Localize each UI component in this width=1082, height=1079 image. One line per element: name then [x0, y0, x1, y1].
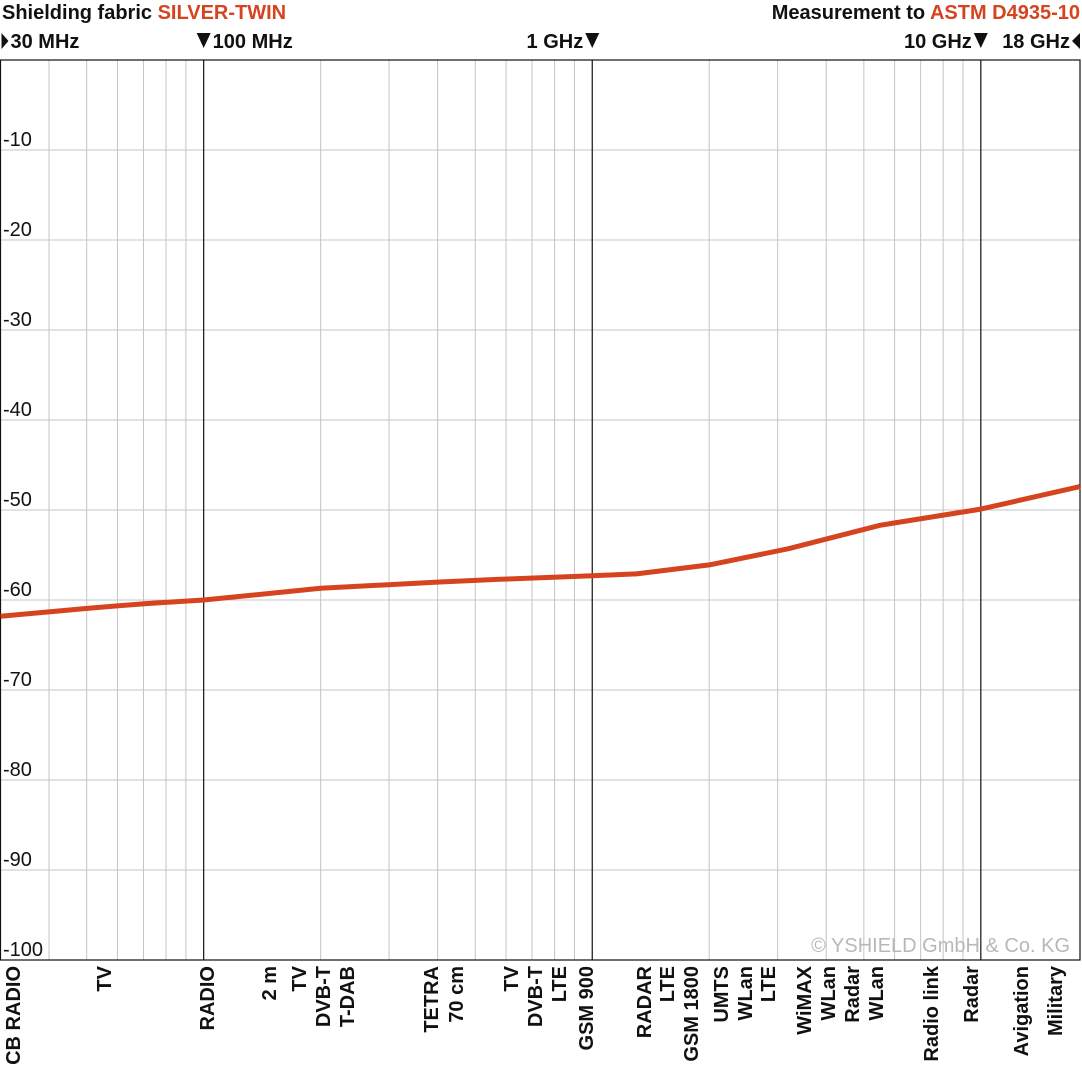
band-label: 2 m [259, 966, 281, 1000]
band-label: GSM 900 [576, 966, 598, 1050]
band-label: LTE [549, 966, 571, 1002]
y-tick-label: -40 [3, 399, 32, 421]
data-line [0, 484, 1081, 619]
band-label: 70 cm [446, 966, 468, 1023]
y-tick-label: -20 [3, 219, 32, 241]
y-tick-label: -60 [3, 579, 32, 601]
band-label: TETRA [421, 966, 443, 1033]
band-label: RADAR [634, 965, 656, 1038]
band-label: DVB-T [313, 966, 335, 1027]
band-label: DVB-T [525, 966, 547, 1027]
band-label: TV [289, 965, 311, 991]
y-tick-label: -100 [3, 939, 43, 961]
y-tick-label: -70 [3, 669, 32, 691]
band-label: TV [94, 965, 116, 991]
plot-frame [0, 59, 1081, 961]
y-tick-label: -90 [3, 849, 32, 871]
band-label: Avigation [1011, 966, 1033, 1056]
band-label: Military [1045, 965, 1067, 1036]
band-label: Radar [842, 966, 864, 1023]
band-label: WiMAX [794, 965, 816, 1034]
y-tick-label: -10 [3, 129, 32, 151]
y-tick-label: -50 [3, 489, 32, 511]
x-tick-marker [585, 33, 600, 48]
band-label: WLan [866, 966, 888, 1020]
band-label: CB RADIO [3, 966, 25, 1065]
x-tick-label: 10 GHz [904, 31, 972, 53]
title-prefix: Shielding fabric [2, 2, 152, 24]
x-tick-marker [973, 33, 988, 48]
band-label: Radio link [921, 965, 943, 1061]
x-tick-label: 30 MHz [11, 31, 80, 53]
x-tick-marker [1072, 33, 1080, 49]
y-tick-label: -80 [3, 759, 32, 781]
band-label: GSM 1800 [681, 966, 703, 1062]
standard-prefix: Measurement to [772, 2, 925, 24]
x-tick-marker [1, 33, 9, 49]
band-label: UMTS [711, 966, 733, 1023]
x-tick-marker [196, 33, 211, 48]
y-tick-label: -30 [3, 309, 32, 331]
band-label: LTE [657, 966, 679, 1002]
band-label: Radar [961, 966, 983, 1023]
x-tick-label: 1 GHz [527, 31, 584, 53]
band-label: RADIO [197, 966, 219, 1030]
title-product: SILVER-TWIN [158, 2, 287, 24]
band-label: WLan [818, 966, 840, 1020]
band-label: T-DAB [337, 966, 359, 1027]
band-label: TV [501, 965, 523, 991]
band-label: LTE [758, 966, 780, 1002]
standard: Measurement to ASTM D4935-10 [772, 2, 1080, 24]
chart-title: Shielding fabric SILVER-TWIN [2, 2, 286, 24]
standard-name: ASTM D4935-10 [930, 2, 1080, 24]
x-tick-label: 18 GHz [1002, 31, 1070, 53]
x-tick-label: 100 MHz [213, 31, 293, 53]
copyright: © YSHIELD GmbH & Co. KG [811, 935, 1070, 957]
band-label: WLan [735, 966, 757, 1020]
